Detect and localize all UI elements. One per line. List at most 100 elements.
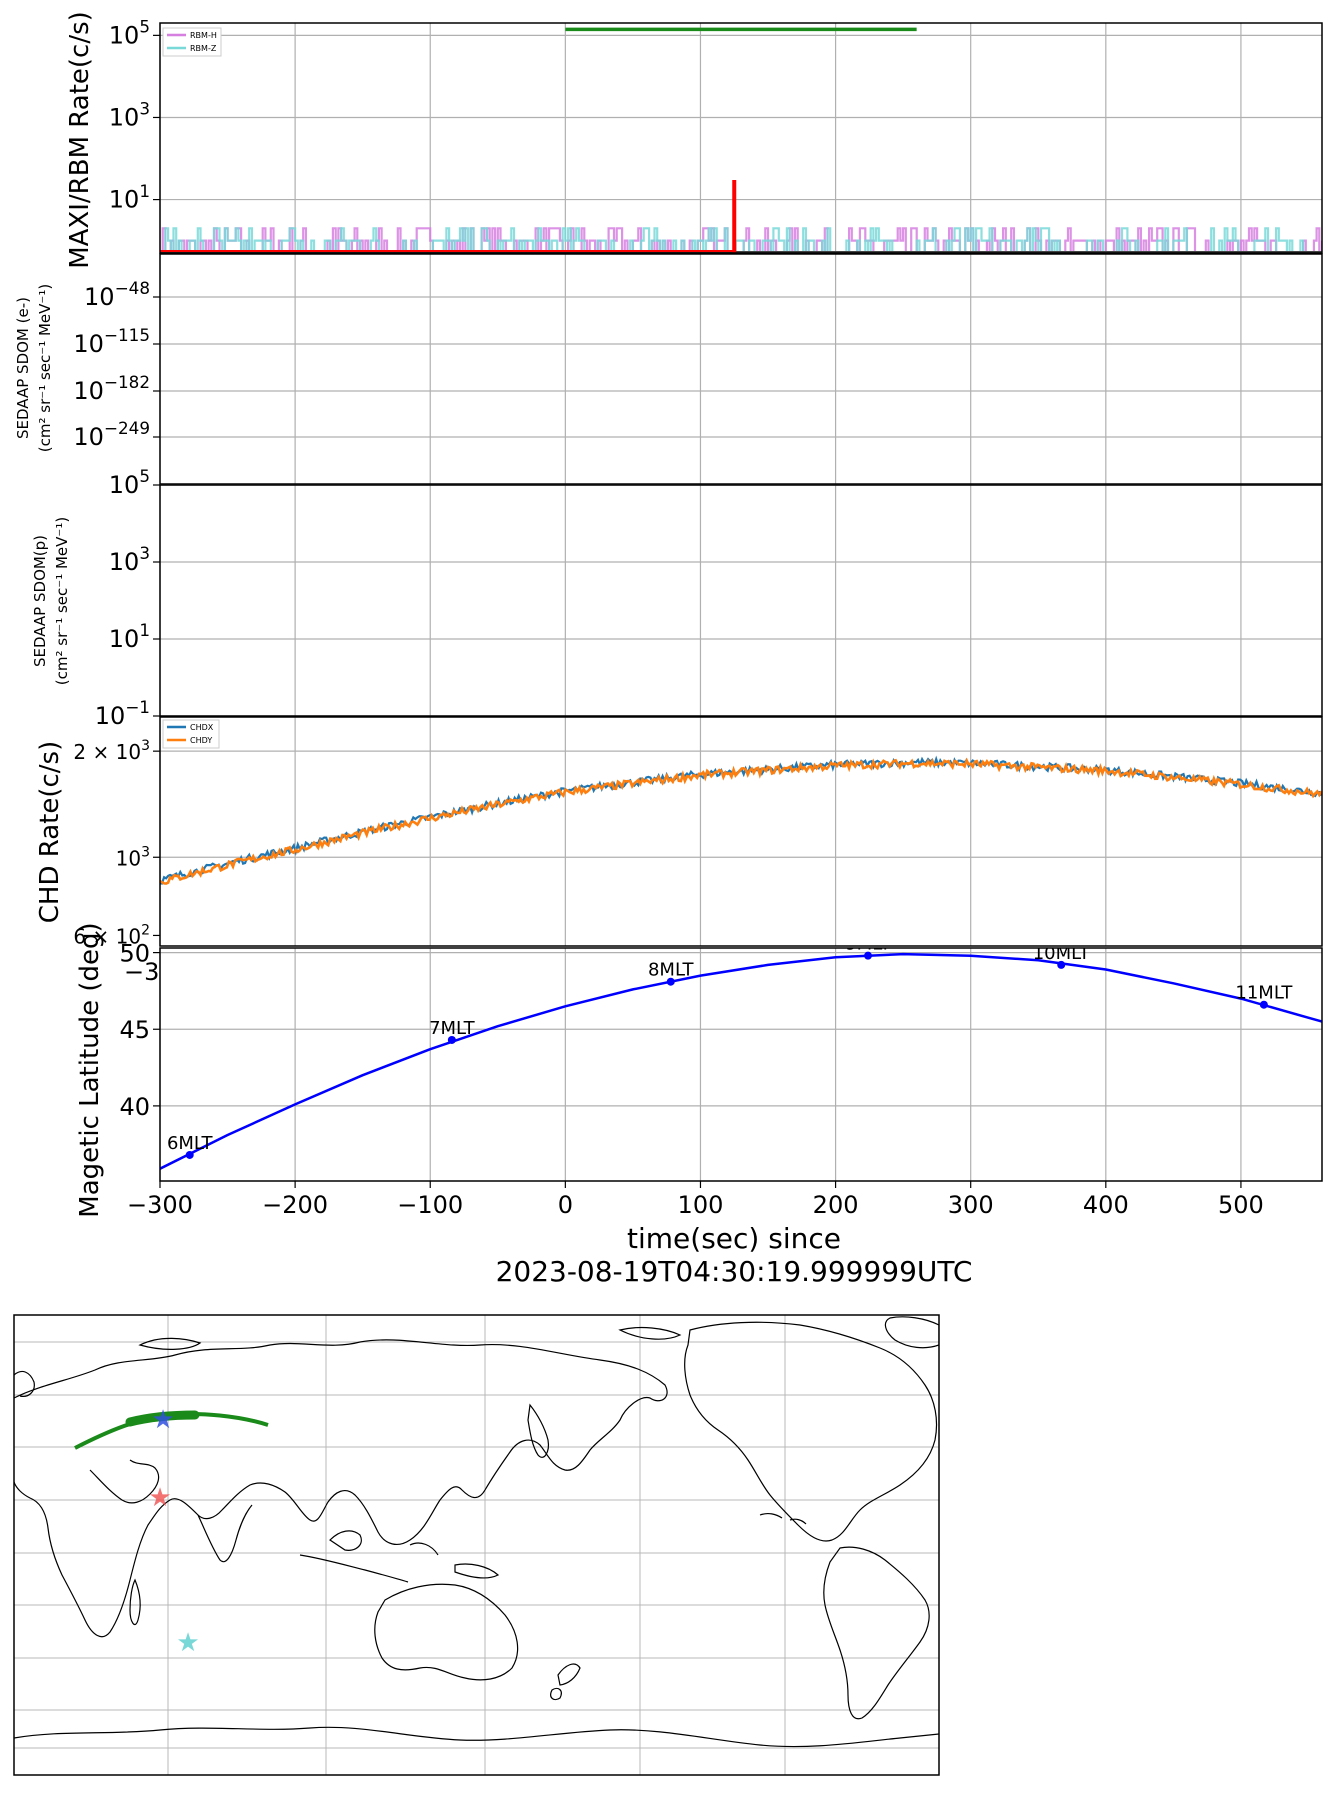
sdom-p-y-ticks: 10−1 101 103 105	[95, 466, 160, 730]
mlat-panel: 6MLT 7MLT 8MLT 9MLT 10MLT 11MLT 40 45 50 −300 −2…	[75, 922, 1323, 1288]
coastline-indonesia	[299, 1530, 439, 1583]
coastline-new-guinea	[454, 1563, 500, 1579]
sdom-p-panel: 10−1 101 103 105 SEDAAP SDOM(p) (cm² sr⁻¹ s…	[31, 466, 1323, 730]
sdom-p-y-tick-label: 103	[109, 543, 150, 576]
mlt-marker-label: 6MLT	[167, 1133, 214, 1154]
chd-data	[160, 755, 1322, 885]
rbm-series-rbm-z	[160, 227, 1322, 253]
mlt-marker	[1259, 1000, 1268, 1009]
mlt-marker-label: 11MLT	[1235, 983, 1293, 1004]
mlat-x-tick-label: −200	[262, 1191, 328, 1219]
rbm-y-tick-label: 105	[109, 17, 150, 50]
chd-legend-label-x: CHDX	[190, 723, 214, 732]
sdom-p-y-tick-label: 101	[109, 620, 150, 653]
map-gridlines	[14, 1315, 939, 1775]
world-map: ★ ★ ★	[13, 1314, 940, 1776]
rbm-y-ticks: 101 103 105	[109, 17, 160, 214]
coastline-madagascar	[129, 1578, 141, 1625]
mlat-x-ticks: −300 −200 −100 0 100 200 300 400 500	[127, 1181, 1264, 1219]
chd-y-tick-label: 6 × 102	[73, 922, 150, 948]
coastline-greenland	[884, 1316, 939, 1349]
coastline-japan	[527, 1403, 549, 1458]
coastline-india	[197, 1504, 253, 1563]
map-background	[14, 1315, 939, 1775]
rbm-legend-label-z: RBM-Z	[190, 44, 217, 53]
rbm-frame	[159, 22, 1323, 254]
chd-legend-box	[162, 719, 220, 749]
mlat-y-tick-label: 40	[119, 1093, 150, 1121]
rbm-legend-label-h: RBM-H	[190, 31, 217, 40]
coastline-new-zealand	[550, 1663, 581, 1701]
mlat-data: 6MLT 7MLT 8MLT 9MLT 10MLT 11MLT	[160, 934, 1322, 1170]
mlat-x-tick-label: 300	[948, 1191, 994, 1219]
chd-series-chdy	[160, 757, 1322, 885]
coastline-caribbean	[759, 1512, 807, 1525]
mlat-x-tick-label: 400	[1083, 1191, 1129, 1219]
map-coastlines	[14, 1316, 939, 1748]
coastline-antarctica	[14, 1726, 939, 1748]
mlt-marker-label: 10MLT	[1033, 943, 1091, 964]
sdom-p-y-tick-label: 10−1	[95, 697, 150, 730]
mlat-gridlines	[159, 948, 1322, 1181]
x-axis-label-line1: time(sec) since	[627, 1222, 841, 1255]
mlat-y-tick-label: 45	[119, 1016, 150, 1044]
sdom-e-y-tick-label: 10−115	[73, 325, 150, 358]
mlat-curve	[160, 952, 1322, 1170]
rbm-gridlines	[159, 23, 1322, 253]
chd-overlap-tick-label: −3	[124, 958, 159, 986]
mlt-marker	[185, 1150, 194, 1159]
chd-gridlines	[159, 717, 1322, 946]
mlt-marker-label: 7MLT	[429, 1018, 476, 1039]
mlat-x-tick-label: 200	[813, 1191, 859, 1219]
chd-legend-label-y: CHDY	[190, 736, 212, 745]
chd-series-chdx	[160, 755, 1322, 885]
star-marker-blue: ★	[151, 1405, 174, 1435]
sdom-e-y-ticks: 10−48 10−115 10−182 10−249	[73, 278, 160, 451]
chd-y-tick-label: 2 × 103	[73, 738, 150, 764]
rbm-y-tick-label: 103	[109, 99, 150, 132]
mlt-marker	[447, 1035, 456, 1044]
sdom-e-frame	[159, 253, 1323, 485]
sdom-e-y-tick-label: 10−48	[84, 278, 150, 311]
map-frame	[13, 1314, 940, 1776]
coastline-europe-asia	[14, 1339, 668, 1638]
sdom-e-y-tick-label: 10−182	[73, 372, 150, 405]
mlat-frame	[159, 947, 1323, 1182]
chd-ylabel: CHD Rate(c/s)	[35, 741, 65, 924]
mlt-marker-label: 9MLT	[845, 934, 892, 955]
coastline-uk	[14, 1370, 35, 1397]
chd-y-ticks: 6 × 102 103 2 × 103	[73, 738, 160, 948]
chd-legend: CHDX CHDY	[162, 719, 220, 749]
star-marker-red: ★	[148, 1483, 171, 1513]
sdom-p-y-tick-label: 105	[109, 466, 150, 499]
sdom-p-ylabel-line2: (cm² sr⁻¹ sec⁻¹ MeV⁻¹)	[53, 517, 71, 685]
mlt-marker	[666, 977, 675, 986]
sdom-e-gridlines	[159, 254, 1322, 484]
star-marker-cyan: ★	[176, 1628, 199, 1658]
sdom-p-ylabel-line1: SEDAAP SDOM(p)	[31, 535, 49, 667]
mlt-marker-label: 8MLT	[648, 960, 695, 981]
coastline-australia	[374, 1583, 519, 1681]
rbm-legend: RBM-H RBM-Z	[162, 27, 222, 57]
rbm-legend-box	[162, 27, 222, 57]
sdom-e-panel: 10−48 10−115 10−182 10−249 SEDAAP SDOM (e-)…	[14, 253, 1323, 485]
sdom-p-frame	[159, 484, 1323, 717]
x-axis-label-line2: 2023-08-19T04:30:19.999999UTC	[496, 1255, 973, 1288]
coastline-north-america	[684, 1321, 938, 1542]
coastline-south-america	[823, 1546, 930, 1720]
sdom-e-y-tick-label: 10−249	[73, 418, 150, 451]
mlat-y-tick-label: 50	[119, 940, 150, 968]
mlat-x-tick-label: 500	[1218, 1191, 1264, 1219]
coastline-arctic-islands	[138, 1326, 682, 1350]
satellite-track-observation-segment	[125, 1410, 200, 1427]
rbm-ylabel: MAXI/RBM Rate(c/s)	[65, 11, 95, 269]
chd-panel: 6 × 102 103 2 × 103 CHD Rate(c/s) −3 CHDX …	[35, 716, 1323, 986]
rbm-data	[160, 27, 1322, 253]
rbm-panel: 101 103 105 MAXI/RBM Rate(c/s) RBM-H RBM-Z	[65, 11, 1323, 269]
mlt-marker	[1057, 960, 1066, 969]
sdom-e-ylabel-line1: SEDAAP SDOM (e-)	[14, 297, 32, 439]
mlat-x-tick-label: −300	[127, 1191, 193, 1219]
sdom-e-ylabel-line2: (cm² sr⁻¹ sec⁻¹ MeV⁻¹)	[36, 284, 54, 452]
chd-y-tick-label: 103	[116, 844, 150, 870]
